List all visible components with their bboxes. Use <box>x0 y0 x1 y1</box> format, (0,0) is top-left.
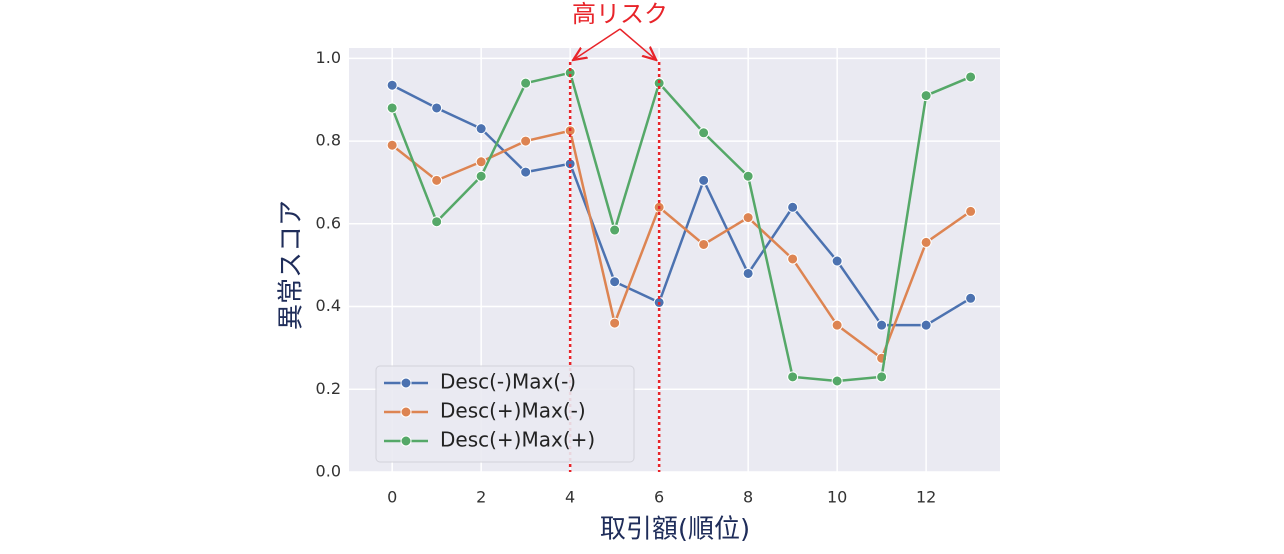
point <box>876 319 888 331</box>
point <box>831 375 843 387</box>
x-tick-label: 6 <box>654 488 664 507</box>
legend-marker <box>400 406 412 418</box>
point <box>609 317 621 329</box>
x-axis-label: 取引額(順位) <box>600 515 750 545</box>
point <box>742 212 754 224</box>
y-tick-label: 0.4 <box>316 296 341 315</box>
x-tick-label: 10 <box>827 488 847 507</box>
point <box>742 267 754 279</box>
x-tick-label: 4 <box>565 488 575 507</box>
line <box>391 84 972 327</box>
point <box>564 67 576 79</box>
point <box>831 255 843 267</box>
x-tick-label: 0 <box>387 488 397 507</box>
point <box>386 79 398 91</box>
y-tick-label: 0.6 <box>316 213 341 232</box>
x-tick-label: 12 <box>916 488 936 507</box>
point <box>520 166 532 178</box>
point <box>609 224 621 236</box>
point <box>965 71 977 83</box>
point <box>965 292 977 304</box>
y-tick-label: 1.0 <box>316 48 341 67</box>
point <box>698 174 710 186</box>
point <box>520 77 532 89</box>
point <box>520 135 532 147</box>
point <box>475 156 487 168</box>
annotation-arrow <box>619 28 656 60</box>
point <box>742 170 754 182</box>
point <box>920 319 932 331</box>
annotation: 高リスク <box>572 0 668 28</box>
point <box>698 127 710 139</box>
point <box>876 371 888 383</box>
line <box>390 71 972 383</box>
legend-box <box>375 365 635 463</box>
point <box>386 139 398 151</box>
y-tick-label: 0.8 <box>316 131 341 150</box>
legend-marker <box>400 377 412 389</box>
y-tick-label: 0.2 <box>316 379 341 398</box>
point <box>787 371 799 383</box>
point <box>386 102 398 114</box>
legend-marker <box>400 435 412 447</box>
y-axis-label: 異常スコア <box>277 200 307 330</box>
point <box>609 276 621 288</box>
point <box>475 170 487 182</box>
legend-label: Desc(+)Max(-) <box>440 399 586 423</box>
legend-label: Desc(-)Max(-) <box>440 370 576 394</box>
point <box>920 90 932 102</box>
y-tick-label: 0.0 <box>316 462 341 481</box>
point <box>787 253 799 265</box>
point <box>431 174 443 186</box>
legend-label: Desc(+)Max(+) <box>440 428 595 452</box>
point <box>698 238 710 250</box>
x-tick-label: 8 <box>743 488 753 507</box>
point <box>475 123 487 135</box>
annotation-arrow <box>573 28 621 60</box>
point <box>431 216 443 228</box>
point <box>831 319 843 331</box>
point <box>965 205 977 217</box>
x-tick-label: 2 <box>476 488 486 507</box>
point <box>431 102 443 114</box>
point <box>787 201 799 213</box>
point <box>920 236 932 248</box>
